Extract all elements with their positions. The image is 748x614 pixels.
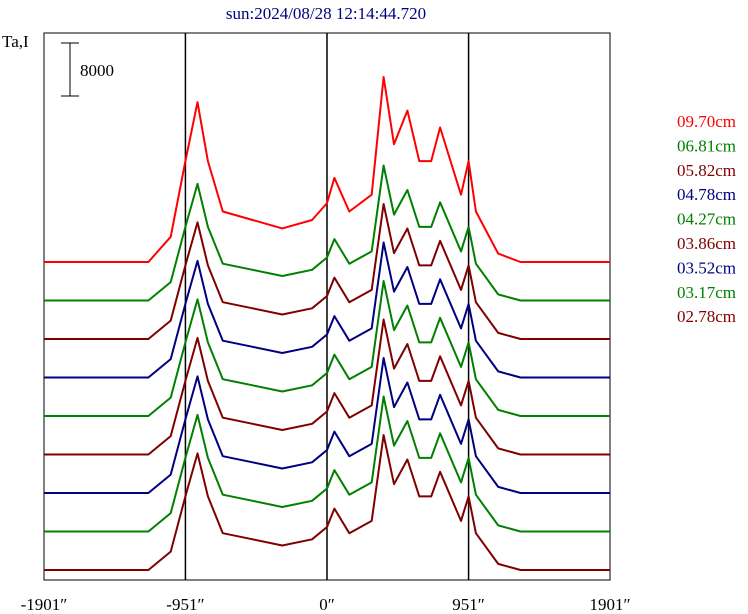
series-line-09.70cm — [44, 76, 610, 263]
legend-entry: 05.82cm — [677, 161, 736, 180]
x-tick-label: 0″ — [319, 595, 335, 614]
scale-bar-label: 8000 — [80, 61, 114, 80]
legend-entry: 03.86cm — [677, 234, 736, 253]
series-line-04.27cm — [44, 280, 610, 417]
reference-lines — [184, 33, 470, 580]
legend-entry: 03.17cm — [677, 283, 736, 302]
legend-entry: 04.78cm — [677, 185, 736, 204]
x-tick-label: -1901″ — [21, 595, 68, 614]
chart-title: sun:2024/08/28 12:14:44.720 — [226, 4, 426, 23]
legend-entry: 02.78cm — [677, 307, 736, 326]
legend-entry: 09.70cm — [677, 112, 736, 131]
series-line-03.52cm — [44, 357, 610, 494]
series-lines — [44, 76, 610, 571]
series-line-06.81cm — [44, 164, 610, 302]
series-line-03.86cm — [44, 318, 610, 456]
x-tick-label: 1901″ — [589, 595, 630, 614]
scale-bar: 8000 — [61, 42, 114, 97]
legend-entry: 03.52cm — [677, 258, 736, 277]
series-line-04.78cm — [44, 241, 610, 379]
legend-entry: 04.27cm — [677, 210, 736, 229]
legend-entry: 06.81cm — [677, 136, 736, 155]
x-tick-label: 951″ — [452, 595, 485, 614]
legend: 09.70cm 06.81cm 05.82cm 04.78cm 04.27cm 03.86… — [677, 112, 736, 326]
x-tick-labels: -1901″ -951″ 0″ 951″ 1901″ — [21, 595, 631, 614]
y-axis-label: Ta,I — [2, 32, 29, 51]
series-line-03.17cm — [44, 395, 610, 533]
x-tick-label: -951″ — [166, 595, 204, 614]
series-line-05.82cm — [44, 203, 610, 340]
series-line-02.78cm — [44, 434, 610, 571]
